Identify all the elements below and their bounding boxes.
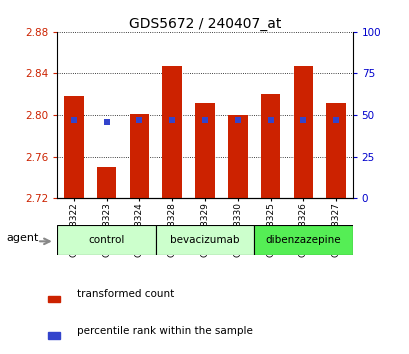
Bar: [326, 103, 345, 198]
Bar: [48, 296, 60, 302]
Text: dibenzazepine: dibenzazepine: [265, 235, 340, 245]
Bar: [162, 66, 182, 198]
Bar: [97, 167, 116, 198]
Bar: [155, 225, 254, 255]
Text: control: control: [88, 235, 124, 245]
Title: GDS5672 / 240407_at: GDS5672 / 240407_at: [128, 17, 281, 31]
Text: percentile rank within the sample: percentile rank within the sample: [77, 326, 252, 336]
Bar: [195, 103, 214, 198]
Bar: [293, 66, 312, 198]
Bar: [48, 332, 60, 339]
Bar: [64, 96, 83, 198]
Bar: [227, 115, 247, 198]
Bar: [254, 225, 352, 255]
Text: transformed count: transformed count: [77, 289, 174, 299]
Bar: [57, 225, 155, 255]
Text: agent: agent: [7, 233, 39, 243]
Bar: [260, 94, 280, 198]
Text: bevacizumab: bevacizumab: [170, 235, 239, 245]
Bar: [129, 114, 149, 198]
